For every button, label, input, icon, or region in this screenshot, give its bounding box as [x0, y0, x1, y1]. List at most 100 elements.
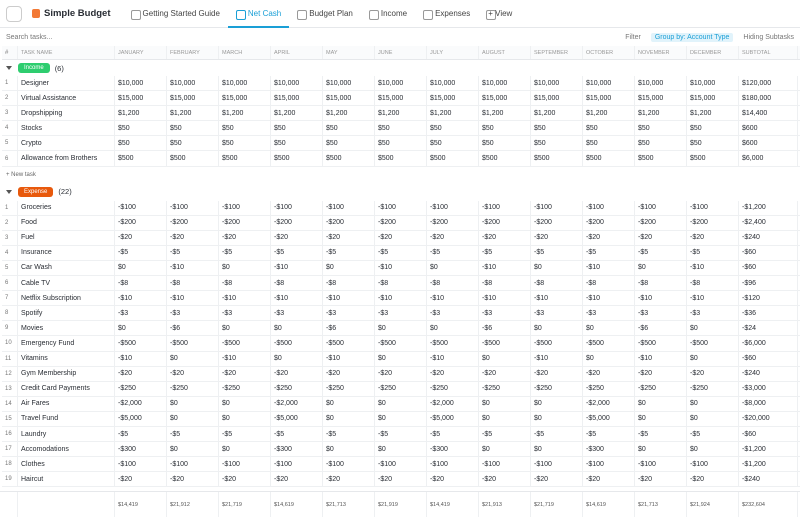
task-name[interactable]: Air Fares — [18, 396, 115, 411]
cell: $50 — [323, 121, 375, 136]
task-name[interactable]: Fuel — [18, 230, 115, 245]
cell: $0 — [635, 442, 687, 457]
column-header[interactable]: APRIL — [271, 46, 323, 59]
group-by[interactable]: Group by: Account Type — [650, 32, 734, 42]
column-header[interactable]: DECEMBER — [687, 46, 739, 59]
cell: $10,000 — [323, 76, 375, 91]
task-name[interactable]: Emergency Fund — [18, 336, 115, 351]
cell: -$20 — [427, 230, 479, 245]
task-name[interactable]: Stocks — [18, 121, 115, 136]
column-header[interactable]: OCTOBER — [583, 46, 635, 59]
column-header[interactable]: FEBRUARY — [167, 46, 219, 59]
cell: $0 — [635, 396, 687, 411]
collapse-toggle[interactable] — [6, 66, 12, 70]
task-name[interactable]: Groceries — [18, 200, 115, 215]
subtasks[interactable]: Hiding Subtasks — [743, 33, 794, 41]
column-header[interactable]: SUBTOTAL — [739, 46, 798, 59]
cell: -$8 — [323, 276, 375, 291]
task-name[interactable]: Netflix Subscription — [18, 291, 115, 306]
cell: -$200 — [375, 215, 427, 230]
task-name[interactable]: Dropshipping — [18, 106, 115, 121]
total: $14,619 — [271, 492, 323, 517]
cell: $50 — [167, 136, 219, 151]
task-name[interactable]: Gym Membership — [18, 366, 115, 381]
cell: -$5 — [115, 245, 167, 260]
task-name[interactable]: Spotify — [18, 306, 115, 321]
cell: $50 — [479, 121, 531, 136]
column-header[interactable]: MARCH — [219, 46, 271, 59]
task-name[interactable]: Designer — [18, 76, 115, 91]
cell: $500 — [271, 151, 323, 166]
task-row: 10 Emergency Fund -$500 -$500 -$500 -$500 -$50… — [2, 336, 800, 352]
row-number: 17 — [2, 442, 18, 457]
tab[interactable]: Budget Plan — [289, 0, 361, 28]
add-view[interactable]: + View — [478, 0, 520, 28]
column-header[interactable]: NOVEMBER — [635, 46, 687, 59]
cell: -$3 — [479, 306, 531, 321]
cell: -$20 — [115, 230, 167, 245]
column-header[interactable]: TASK NAME — [18, 46, 115, 59]
column-header[interactable]: MAY — [323, 46, 375, 59]
cell: $1,200 — [167, 106, 219, 121]
cell: -$250 — [271, 381, 323, 396]
cell: -$10 — [531, 291, 583, 306]
header-row: # TASK NAME JANUARY FEBRUARY MARCH APRIL MAY JU… — [2, 46, 800, 60]
cell: $50 — [375, 136, 427, 151]
filter[interactable]: Filter — [625, 33, 641, 41]
column-header[interactable]: SEPTEMBER — [531, 46, 583, 59]
cell: -$500 — [427, 336, 479, 351]
task-name[interactable]: Cable TV — [18, 276, 115, 291]
tab[interactable]: Income — [361, 0, 415, 28]
cell: $500 — [323, 151, 375, 166]
cell: -$20 — [219, 472, 271, 487]
cell: -$250 — [479, 381, 531, 396]
task-name[interactable]: Haircut — [18, 472, 115, 487]
task-name[interactable]: Laundry — [18, 426, 115, 442]
tab[interactable]: Net Cash — [227, 0, 290, 28]
tab[interactable]: Expenses — [415, 0, 478, 28]
task-name[interactable]: Allowance from Brothers — [18, 151, 115, 166]
collapse-toggle[interactable] — [6, 189, 12, 194]
task-name[interactable]: Credit Card Payments — [18, 381, 115, 396]
new-task[interactable]: + New task — [6, 171, 36, 178]
cell: $50 — [583, 121, 635, 136]
cell: -$3 — [531, 306, 583, 321]
cell: $0 — [375, 351, 427, 366]
cell: $50 — [479, 136, 531, 151]
task-name[interactable]: Accomodations — [18, 442, 115, 457]
settings-icon[interactable] — [6, 5, 22, 22]
task-name[interactable]: Clothes — [18, 457, 115, 472]
task-name[interactable]: Movies — [18, 321, 115, 336]
cell: -$5 — [323, 245, 375, 260]
cell: -$240 — [739, 230, 798, 245]
search[interactable]: Search tasks... — [6, 33, 53, 41]
group-header: Income (6) — [0, 60, 800, 76]
cell: -$1,200 — [739, 457, 798, 472]
cell: -$10 — [583, 291, 635, 306]
cell: -$5 — [271, 426, 323, 442]
cell: -$10 — [271, 260, 323, 276]
tab[interactable]: Getting Started Guide — [123, 0, 228, 28]
column-header[interactable]: JANUARY — [115, 46, 167, 59]
cell: $0 — [479, 442, 531, 457]
cell: -$5 — [115, 426, 167, 442]
task-name[interactable]: Vitamins — [18, 351, 115, 366]
cell: $15,000 — [219, 91, 271, 106]
cell: -$5 — [583, 426, 635, 442]
task-name[interactable]: Travel Fund — [18, 411, 115, 426]
cell: $50 — [115, 136, 167, 151]
list-title[interactable]: Simple Budget — [32, 8, 111, 19]
task-name[interactable]: Virtual Assistance — [18, 91, 115, 106]
cell: -$24 — [739, 321, 798, 336]
task-name[interactable]: Insurance — [18, 245, 115, 260]
column-header[interactable]: JULY — [427, 46, 479, 59]
cell: $10,000 — [375, 76, 427, 91]
task-name[interactable]: Car Wash — [18, 260, 115, 276]
total: $232,604 — [739, 492, 798, 517]
column-header[interactable]: AUGUST — [479, 46, 531, 59]
column-header[interactable]: # — [2, 46, 18, 59]
cell: -$20 — [271, 472, 323, 487]
column-header[interactable]: JUNE — [375, 46, 427, 59]
task-name[interactable]: Crypto — [18, 136, 115, 151]
task-name[interactable]: Food — [18, 215, 115, 230]
